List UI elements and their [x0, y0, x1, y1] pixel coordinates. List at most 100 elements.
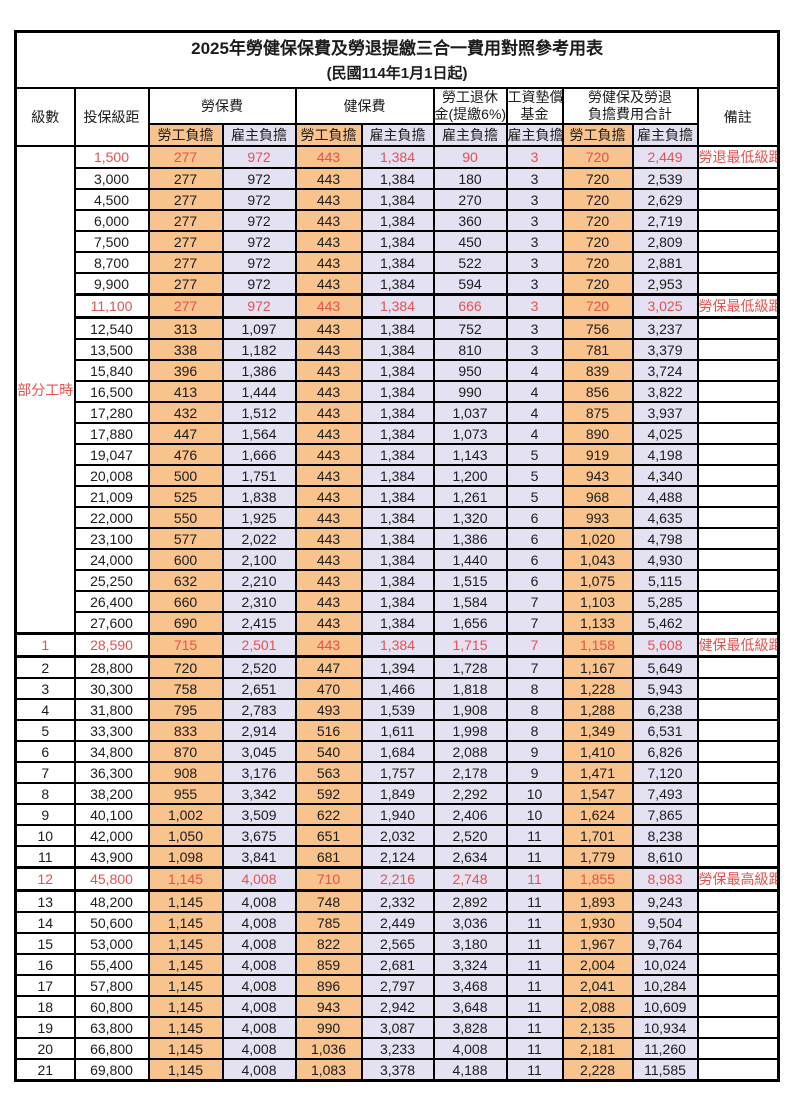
remark-cell [696, 803, 780, 826]
pension-employer-cell: 1,656 [432, 611, 508, 635]
labor-employee-cell: 447 [147, 422, 224, 445]
header-wage-fund: 工資墊償 基金 [505, 87, 564, 125]
table-row: 9,900 277 972 443 1,384 594 3 720 2,953 [16, 272, 780, 296]
health-employer-cell: 2,032 [360, 824, 435, 847]
health-employer-cell: 1,384 [360, 272, 435, 296]
remark-cell: 勞保最低級距 [696, 293, 780, 319]
level-cell: 3 [14, 677, 76, 700]
total-employer-cell: 3,822 [631, 380, 699, 403]
health-employee-cell: 443 [294, 188, 363, 211]
labor-employee-cell: 476 [147, 443, 224, 466]
total-employee-cell: 1,349 [561, 719, 634, 742]
pension-employer-cell: 990 [432, 380, 508, 403]
pension-employer-cell: 752 [432, 316, 508, 340]
total-employer-cell: 7,120 [631, 761, 699, 784]
health-employer-cell: 1,384 [360, 590, 435, 613]
wage-fund-employer-cell: 7 [505, 590, 564, 613]
remark-cell [696, 911, 780, 934]
pension-employer-cell: 1,200 [432, 464, 508, 487]
health-employer-cell: 1,849 [360, 782, 435, 805]
bracket-cell: 15,840 [73, 359, 150, 382]
remark-cell [696, 1016, 780, 1039]
total-employer-cell: 11,260 [631, 1037, 699, 1060]
health-employer-cell: 1,384 [360, 230, 435, 253]
labor-employee-cell: 1,098 [147, 845, 224, 869]
health-employee-cell: 990 [294, 1016, 363, 1039]
remark-cell [696, 422, 780, 445]
total-employee-cell: 720 [561, 167, 634, 190]
health-employer-cell: 2,449 [360, 911, 435, 934]
remark-cell [696, 889, 780, 913]
health-employee-cell: 443 [294, 359, 363, 382]
pension-employer-cell: 1,818 [432, 677, 508, 700]
bracket-cell: 60,800 [73, 995, 150, 1018]
remark-cell [696, 932, 780, 955]
pension-employer-cell: 4,188 [432, 1058, 508, 1082]
total-employer-cell: 7,493 [631, 782, 699, 805]
wage-fund-employer-cell: 11 [505, 845, 564, 869]
total-employer-cell: 3,724 [631, 359, 699, 382]
remark-cell [696, 209, 780, 232]
total-employer-cell: 2,809 [631, 230, 699, 253]
health-employee-cell: 447 [294, 655, 363, 679]
labor-employer-cell: 972 [221, 167, 297, 190]
level-cell: 9 [14, 803, 76, 826]
table-row: 24,000 600 2,100 443 1,384 1,440 6 1,043 4,930 [16, 548, 780, 571]
wage-fund-employer-cell: 11 [505, 953, 564, 976]
table-row: 10 42,000 1,050 3,675 651 2,032 2,520 11 1,701 8,… [14, 824, 780, 847]
total-employer-cell: 5,285 [631, 590, 699, 613]
health-employee-cell: 443 [294, 506, 363, 529]
pension-employer-cell: 3,468 [432, 974, 508, 997]
health-employer-cell: 1,611 [360, 719, 435, 742]
remark-cell [696, 845, 780, 869]
labor-employee-cell: 1,145 [147, 953, 224, 976]
health-employee-cell: 681 [294, 845, 363, 869]
remark-cell [696, 527, 780, 550]
pension-employer-cell: 1,386 [432, 527, 508, 550]
remark-cell [696, 401, 780, 424]
remark-cell [696, 251, 780, 274]
bracket-cell: 36,300 [73, 761, 150, 784]
remark-cell [696, 272, 780, 296]
header-total-employer: 雇主負擔 [631, 123, 699, 147]
wage-fund-employer-cell: 4 [505, 401, 564, 424]
wage-fund-employer-cell: 6 [505, 569, 564, 592]
labor-employer-cell: 3,675 [221, 824, 297, 847]
bracket-cell: 17,280 [73, 401, 150, 424]
pension-employer-cell: 2,892 [432, 889, 508, 913]
labor-employer-cell: 1,097 [221, 316, 297, 340]
labor-employee-cell: 577 [147, 527, 224, 550]
labor-employee-cell: 338 [147, 338, 224, 361]
level-cell: 7 [14, 761, 76, 784]
level-cell: 16 [14, 953, 76, 976]
total-employer-cell: 4,798 [631, 527, 699, 550]
total-employer-cell: 11,585 [631, 1058, 699, 1082]
bracket-cell: 53,000 [73, 932, 150, 955]
wage-fund-employer-cell: 11 [505, 995, 564, 1018]
total-employee-cell: 1,167 [561, 655, 634, 679]
total-employee-cell: 2,088 [561, 995, 634, 1018]
health-employee-cell: 443 [294, 209, 363, 232]
total-employer-cell: 10,024 [631, 953, 699, 976]
labor-employee-cell: 277 [147, 293, 224, 319]
health-employee-cell: 443 [294, 145, 363, 169]
total-employer-cell: 3,937 [631, 401, 699, 424]
remark-cell: 健保最低級距 [696, 632, 780, 658]
wage-fund-employer-cell: 11 [505, 1037, 564, 1060]
bracket-cell: 28,800 [73, 655, 150, 679]
pension-employer-cell: 2,406 [432, 803, 508, 826]
table-row: 22,000 550 1,925 443 1,384 1,320 6 993 4,635 [16, 506, 780, 529]
health-employer-cell: 3,378 [360, 1058, 435, 1082]
health-employee-cell: 822 [294, 932, 363, 955]
table-row: 5 33,300 833 2,914 516 1,611 1,998 8 1,349 6,531 [14, 719, 780, 742]
remark-cell [696, 338, 780, 361]
health-employer-cell: 1,940 [360, 803, 435, 826]
table-row: 15,840 396 1,386 443 1,384 950 4 839 3,724 [16, 359, 780, 382]
remark-cell [696, 761, 780, 784]
bracket-cell: 69,800 [73, 1058, 150, 1082]
total-employee-cell: 1,075 [561, 569, 634, 592]
pension-employer-cell: 4,008 [432, 1037, 508, 1060]
bracket-cell: 38,200 [73, 782, 150, 805]
header-wage-fund-employer: 雇主負擔 [505, 123, 564, 147]
remark-cell [696, 995, 780, 1018]
